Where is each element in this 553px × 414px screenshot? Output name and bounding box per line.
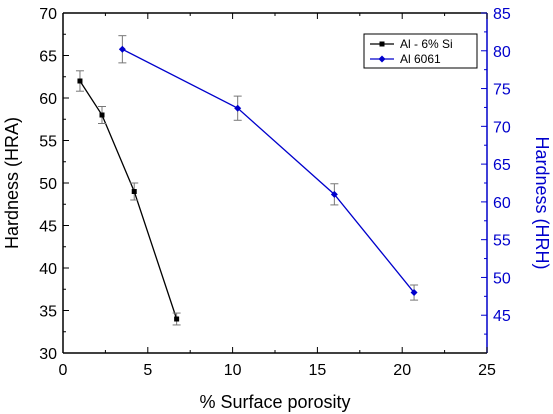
series-1 — [118, 35, 419, 301]
y-left-tick-label: 30 — [39, 346, 57, 363]
y-left-tick-label: 60 — [39, 91, 57, 108]
y-left-tick-label: 45 — [39, 219, 57, 236]
y-left-tick-label: 40 — [39, 261, 57, 278]
series-0 — [75, 70, 181, 326]
data-point — [410, 289, 418, 297]
x-tick-label: 15 — [309, 362, 327, 379]
series-line — [79, 80, 178, 320]
legend-label: Al - 6% Si — [400, 37, 453, 51]
y-right-tick-label: 45 — [493, 308, 511, 325]
data-point — [330, 190, 338, 198]
data-point — [118, 45, 126, 53]
data-point — [234, 104, 242, 112]
y-right-tick-label: 65 — [493, 157, 511, 174]
x-tick-label: 0 — [59, 362, 68, 379]
legend-box — [363, 33, 478, 69]
y-left-tick-label: 55 — [39, 134, 57, 151]
y-left-tick-label: 50 — [39, 176, 57, 193]
y-right-tick-label: 70 — [493, 119, 511, 136]
y-right-tick-label: 50 — [493, 270, 511, 287]
y-axis-left-title: Hardness (HRA) — [2, 117, 22, 249]
x-tick-label: 20 — [393, 362, 411, 379]
legend-marker — [378, 55, 386, 63]
x-axis-title: % Surface porosity — [199, 392, 350, 412]
y-left-tick-label: 65 — [39, 49, 57, 66]
legend-marker — [379, 41, 385, 47]
y-right-tick-label: 60 — [493, 195, 511, 212]
y-left-tick-label: 70 — [39, 6, 57, 23]
x-tick-label: 10 — [224, 362, 242, 379]
data-point — [131, 189, 137, 194]
y-left-tick-label: 35 — [39, 304, 57, 321]
y-right-tick-label: 75 — [493, 82, 511, 99]
x-tick-label: 25 — [478, 362, 496, 379]
series-line — [122, 48, 415, 293]
y-axis-right-title: Hardness (HRH) — [532, 136, 552, 269]
y-right-tick-label: 55 — [493, 233, 511, 250]
x-tick-label: 5 — [143, 362, 152, 379]
y-right-tick-label: 80 — [493, 44, 511, 61]
data-point — [77, 78, 83, 84]
axes: 0 5 10 15 20 25 30 35 40 45 50 55 60 65 70 45 50 55 60 65 70… — [39, 6, 511, 379]
data-point — [99, 112, 105, 118]
legend-label: Al 6061 — [400, 52, 441, 66]
data-point — [174, 316, 180, 322]
series-layer — [75, 35, 419, 326]
y-right-tick-label: 85 — [493, 6, 511, 23]
